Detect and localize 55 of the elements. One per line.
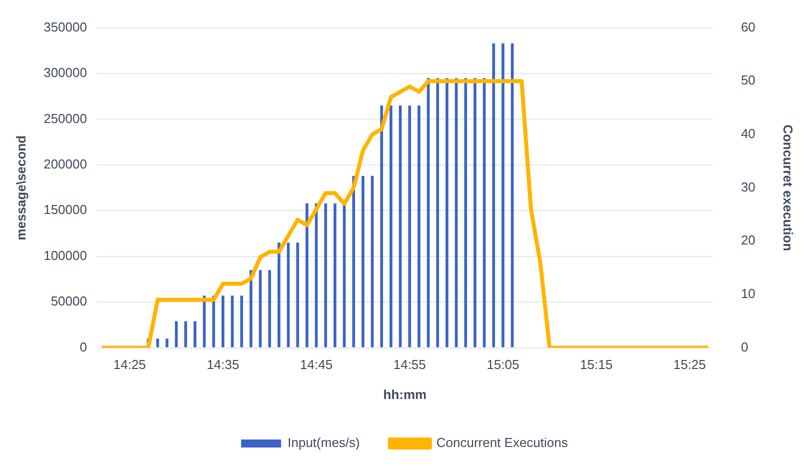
x-tick-label: 14:55: [393, 357, 426, 372]
bar: [390, 106, 392, 348]
bar: [446, 78, 448, 348]
y-tick-label: 0: [80, 339, 87, 354]
y2-tick-label: 40: [740, 126, 756, 142]
bar: [436, 78, 440, 348]
bar: [240, 296, 244, 348]
y2-tick-label: 10: [740, 286, 756, 302]
legend-label: Input(mes/s): [288, 435, 360, 450]
y-axis-title: message\second: [13, 135, 28, 240]
x-tick-label: 15:25: [673, 357, 706, 372]
x-axis-title: hh:mm: [383, 386, 427, 402]
y-tick-label: 50000: [50, 294, 87, 309]
x-tick-label: 15:05: [486, 357, 520, 372]
y2-tick-label: 30: [740, 179, 756, 194]
bar: [286, 242, 290, 348]
bar: [184, 321, 188, 348]
y-tick-label: 250000: [44, 110, 87, 126]
bar: [156, 338, 160, 348]
bar: [250, 270, 252, 348]
bar: [380, 106, 384, 348]
bar: [334, 203, 336, 348]
x-tick-label: 15:15: [580, 357, 613, 372]
bar: [278, 242, 280, 348]
y-tick-label: 200000: [44, 156, 87, 172]
y-tick-label: 100000: [44, 248, 87, 263]
bar: [464, 78, 468, 348]
legend-label: Concurrent Executions: [436, 435, 568, 450]
bar: [362, 176, 364, 348]
bar: [324, 203, 328, 348]
y-tick-label: 150000: [44, 202, 87, 218]
x-tick-label: 14:35: [206, 357, 240, 372]
x-tick-label: 14:45: [300, 357, 333, 372]
y2-tick-label: 20: [740, 232, 756, 248]
bar: [474, 78, 476, 348]
bar: [268, 270, 272, 348]
y2-tick-label: 60: [740, 19, 756, 34]
bar: [258, 270, 262, 348]
bar: [194, 321, 196, 348]
bar: [418, 106, 420, 348]
y2-tick-label: 50: [740, 72, 756, 88]
y-tick-label: 350000: [44, 19, 87, 34]
bar: [408, 106, 412, 348]
bar: [492, 43, 496, 348]
bar: [306, 203, 308, 348]
y-tick-label: 300000: [44, 65, 87, 80]
y2-tick-label: 0: [740, 339, 748, 354]
bar: [502, 43, 504, 348]
bar: [222, 296, 224, 348]
x-tick-label: 14:25: [113, 357, 146, 372]
y2-axis-title: Concurret execution: [780, 124, 796, 252]
bar: [352, 176, 356, 348]
bar: [296, 242, 300, 348]
bar: [166, 338, 168, 348]
bar: [230, 296, 234, 348]
